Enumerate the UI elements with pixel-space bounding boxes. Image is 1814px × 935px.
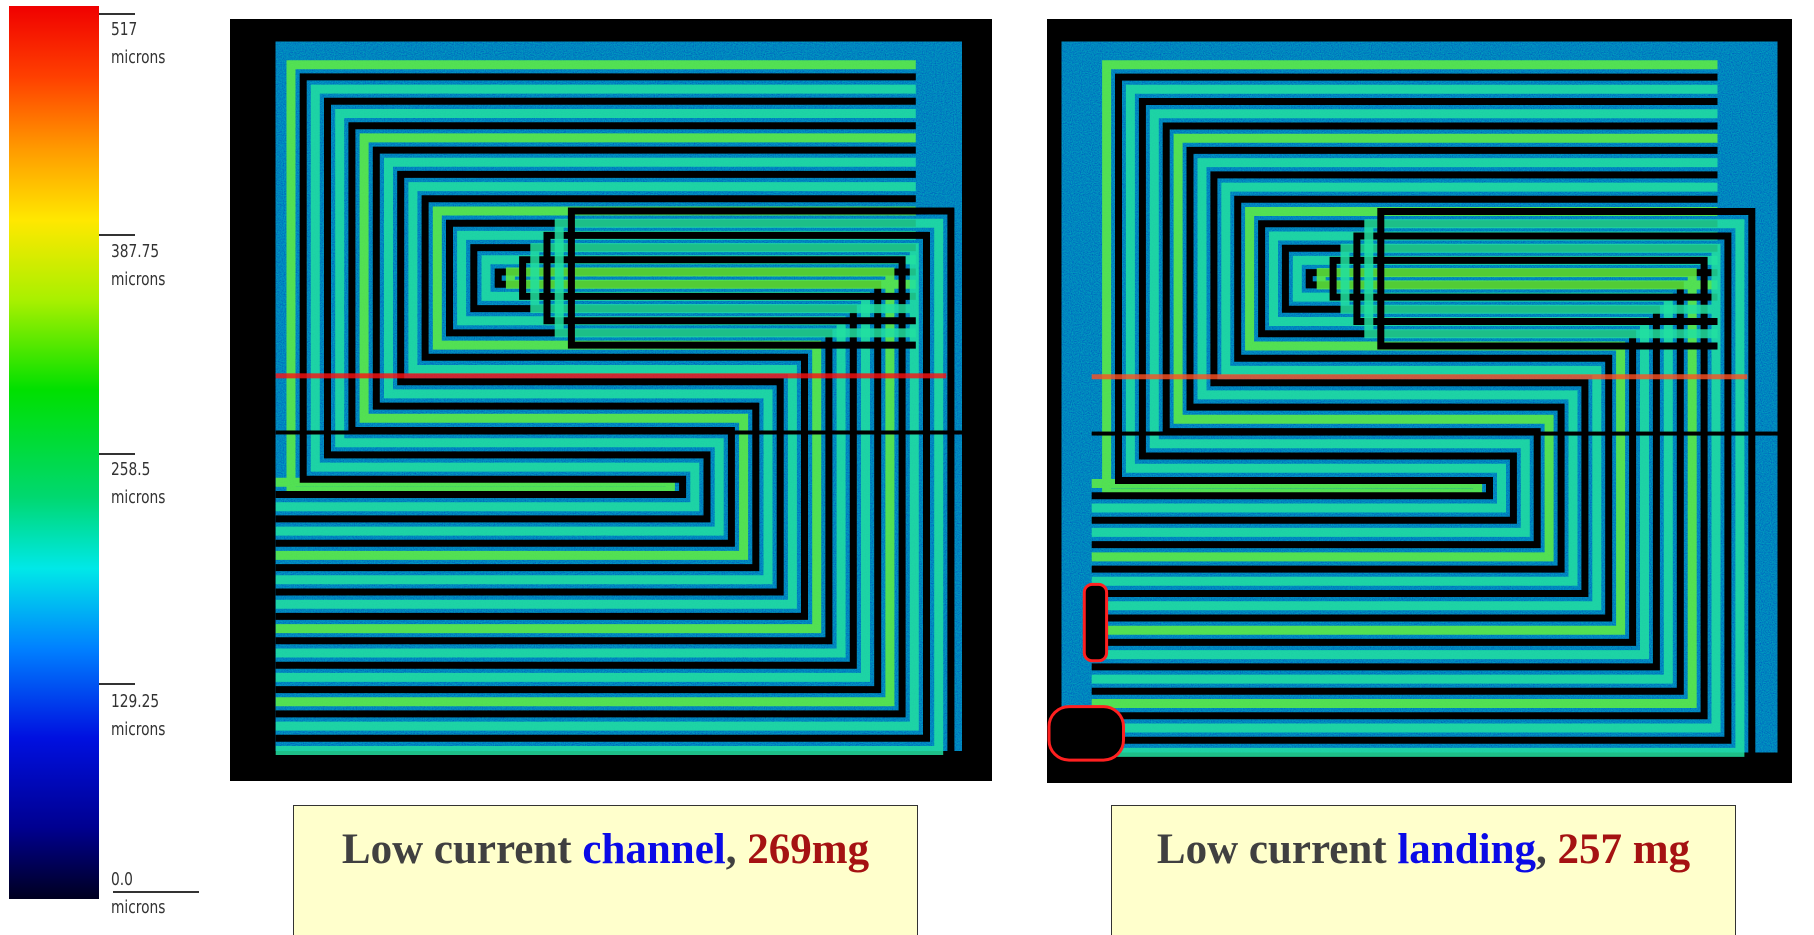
deposit-band — [1091, 219, 1745, 757]
dark-streak — [275, 430, 992, 435]
channel-line — [275, 146, 916, 572]
caption-highlight: channel — [582, 826, 726, 873]
deposit-band — [275, 182, 916, 609]
channel-line — [275, 97, 916, 523]
colorbar-tick — [99, 683, 135, 685]
channel-line — [1091, 208, 1756, 769]
caption-mass: 257 mg — [1557, 826, 1691, 873]
channel-line — [275, 170, 916, 596]
caption-box: Low current channel, 269mg — [293, 805, 918, 935]
caption-text: Low current — [341, 826, 572, 873]
deposit-band — [275, 84, 916, 512]
deposit-band — [275, 109, 916, 536]
colorbar-label: 258.5 microns — [111, 459, 166, 508]
colorbar-label: 517 microns — [111, 19, 166, 68]
hot-spot — [1047, 705, 1125, 762]
channel-line — [1091, 232, 1732, 744]
hot-spot — [1082, 582, 1109, 663]
colorbar-label: 387.75 microns — [111, 241, 166, 290]
channel-line — [1091, 146, 1718, 573]
caption-text: Low current — [1156, 826, 1387, 873]
deposit-band — [275, 243, 919, 731]
channel-line — [275, 195, 916, 620]
colorbar-label: 129.25 microns — [111, 691, 166, 740]
colorbar-tick — [99, 234, 135, 236]
channel-line — [275, 231, 930, 742]
deposit-band — [1091, 243, 1721, 733]
deposit-band — [275, 157, 916, 585]
channel-line — [275, 256, 916, 718]
deposit-band — [1091, 84, 1718, 513]
deposit-band — [275, 267, 916, 707]
deposit-band — [1091, 268, 1718, 708]
dark-streak — [1091, 431, 1792, 436]
colorbar — [9, 6, 99, 899]
deposit-band — [1091, 158, 1718, 586]
colorbar-tick — [113, 891, 199, 893]
colorbar-tick — [99, 453, 135, 455]
caption-highlight: landing — [1397, 826, 1536, 873]
caption-mass: 269mg — [747, 826, 870, 873]
colorbar-label: 0.0 microns — [111, 869, 166, 918]
caption-punct: , — [1536, 826, 1547, 873]
caption-box: Low current landing, 257 mg — [1111, 805, 1736, 935]
channel-line — [275, 73, 916, 498]
channel-line — [1091, 73, 1718, 500]
heatmap-image — [230, 19, 992, 781]
caption-punct: , — [725, 826, 737, 873]
channel-line — [1091, 171, 1718, 597]
deposit-band — [275, 133, 916, 560]
channel-line — [1091, 195, 1718, 622]
deposit-band — [1091, 109, 1718, 537]
colorbar-tick — [99, 13, 135, 15]
deposit-band — [1091, 133, 1718, 562]
hot-streak — [1091, 374, 1748, 380]
channel-line — [275, 207, 955, 767]
deposit-band — [275, 218, 944, 755]
deposit-band — [1091, 182, 1718, 611]
channel-line — [1091, 98, 1718, 524]
hot-streak — [275, 373, 947, 379]
channel-line — [1091, 256, 1718, 720]
heatmap-image — [1047, 19, 1792, 783]
